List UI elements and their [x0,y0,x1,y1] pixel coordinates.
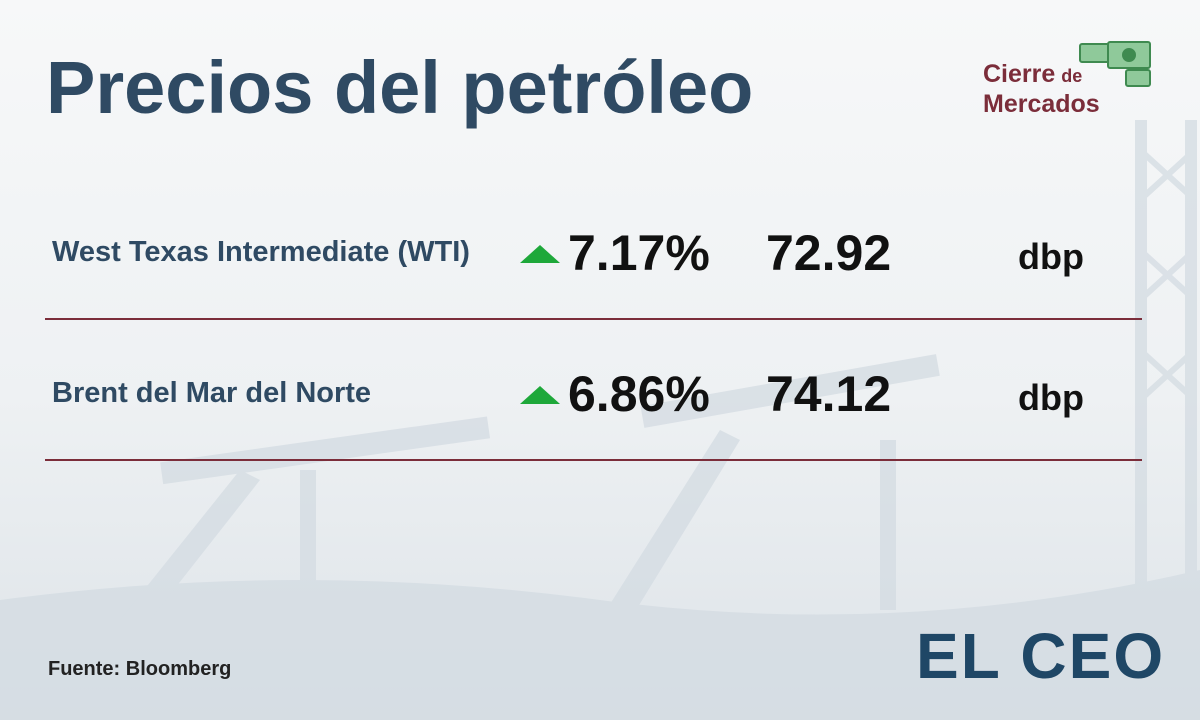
row-price: 74.12 [766,366,891,422]
row-change: 7.17% [568,225,710,281]
price-table: West Texas Intermediate (WTI) 7.17% 72.92 d… [45,225,1142,461]
row-name: Brent del Mar del Norte [52,377,371,409]
badge-line1: Cierre de [983,60,1082,88]
title: Precios del petróleo [46,46,753,129]
badge: Cierre de Mercados [983,41,1151,118]
up-arrow [520,386,560,404]
row-unit: dbp [1018,377,1084,418]
source: Fuente: Bloomberg [48,658,231,680]
badge-line2: Mercados [983,90,1100,118]
logo: EL CEO [916,620,1165,692]
row-unit: dbp [1018,236,1084,277]
money-icon [1079,41,1151,87]
row-change: 6.86% [568,366,710,422]
row-name: West Texas Intermediate (WTI) [52,236,470,268]
background-art [0,120,1200,720]
row-price: 72.92 [766,225,891,281]
up-arrow [520,245,560,263]
